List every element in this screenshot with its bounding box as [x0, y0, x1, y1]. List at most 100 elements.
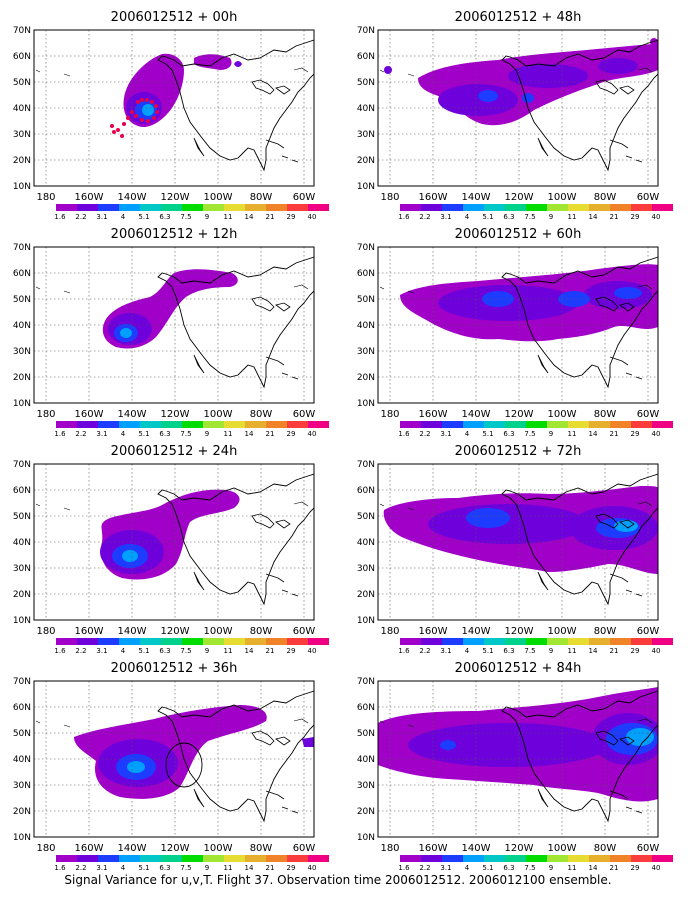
legend-swatch — [547, 638, 568, 645]
legend-level-label: 9 — [205, 430, 209, 438]
lon-tick-label: 160W — [419, 409, 448, 420]
lon-tick-label: 100W — [548, 843, 577, 854]
map-panel: 2006012512 + 12h 10N 20N 30N 40N 50N 60N 70N 180… — [13, 227, 329, 438]
legend-level-label: 9 — [205, 647, 209, 655]
legend-swatch — [245, 421, 266, 428]
legend-swatch — [652, 421, 673, 428]
lat-tick-label: 70N — [357, 677, 375, 687]
legend-level-label: 7.5 — [524, 213, 535, 221]
legend-swatch — [526, 421, 547, 428]
lon-tick-label: 100W — [548, 409, 577, 420]
legend-level-label: 14 — [245, 647, 254, 655]
legend-swatch — [610, 638, 631, 645]
legend-swatch — [224, 421, 245, 428]
legend-swatch — [140, 855, 161, 862]
legend-swatch — [77, 638, 98, 645]
legend-level-label: 1.6 — [398, 647, 410, 655]
lat-tick-label: 40N — [357, 538, 375, 548]
legend-swatch — [505, 421, 526, 428]
legend-level-label: 9 — [549, 647, 553, 655]
legend-swatch — [589, 421, 610, 428]
lat-tick-label: 10N — [13, 616, 31, 626]
map-plot-area — [378, 247, 658, 403]
lon-tick-label: 180 — [380, 192, 399, 203]
legend-swatch — [484, 638, 505, 645]
legend-level-label: 14 — [589, 213, 598, 221]
lon-tick-label: 160W — [75, 626, 104, 637]
legend-level-label: 5.1 — [138, 430, 149, 438]
legend-swatch — [442, 855, 463, 862]
legend-level-label: 21 — [610, 213, 619, 221]
lat-tick-label: 60N — [13, 52, 31, 62]
lon-tick-label: 100W — [204, 192, 233, 203]
lat-tick-label: 50N — [13, 295, 31, 305]
lat-tick-label: 40N — [13, 755, 31, 765]
lon-tick-label: 180 — [36, 843, 55, 854]
lon-tick-label: 60W — [293, 409, 316, 420]
legend-level-label: 9 — [205, 864, 209, 872]
lat-tick-label: 60N — [357, 52, 375, 62]
map-frame — [377, 29, 659, 187]
legend-level-label: 3.1 — [440, 864, 451, 872]
lat-tick-label: 60N — [13, 703, 31, 713]
lat-tick-label: 50N — [13, 78, 31, 88]
lat-tick-label: 50N — [357, 78, 375, 88]
color-legend: 1.6 2.2 3.1 4 5.1 6.3 7.5 9 11 14 21 29 40 — [54, 638, 329, 655]
legend-level-label: 6.3 — [159, 864, 170, 872]
lat-tick-label: 40N — [357, 755, 375, 765]
lat-tick-label: 20N — [357, 807, 375, 817]
lat-tick-label: 50N — [13, 729, 31, 739]
legend-swatch — [308, 855, 329, 862]
color-legend: 1.6 2.2 3.1 4 5.1 6.3 7.5 9 11 14 21 29 40 — [398, 638, 673, 655]
legend-level-label: 2.2 — [419, 864, 430, 872]
legend-level-label: 3.1 — [96, 864, 107, 872]
legend-level-label: 6.3 — [503, 647, 514, 655]
legend-level-label: 5.1 — [138, 213, 149, 221]
legend-level-label: 29 — [287, 647, 296, 655]
lat-tick-label: 40N — [13, 104, 31, 114]
lon-tick-label: 140W — [462, 192, 491, 203]
lat-tick-label: 20N — [13, 156, 31, 166]
lon-tick-label: 80W — [594, 409, 617, 420]
legend-swatch — [140, 638, 161, 645]
legend-level-label: 40 — [308, 864, 317, 872]
legend-level-label: 5.1 — [138, 864, 149, 872]
legend-level-label: 9 — [549, 213, 553, 221]
legend-level-label: 7.5 — [180, 430, 191, 438]
legend-level-label: 3.1 — [440, 213, 451, 221]
map-plot-area — [34, 30, 314, 186]
legend-swatch — [308, 204, 329, 211]
legend-level-label: 1.6 — [54, 213, 66, 221]
legend-swatch — [119, 421, 140, 428]
lon-tick-label: 140W — [118, 409, 147, 420]
legend-level-label: 11 — [224, 864, 233, 872]
legend-swatch — [161, 421, 182, 428]
legend-level-label: 21 — [266, 430, 275, 438]
lat-tick-label: 30N — [357, 781, 375, 791]
legend-level-label: 21 — [610, 647, 619, 655]
lat-lon-grid — [378, 247, 658, 403]
legend-level-label: 11 — [568, 647, 577, 655]
lon-tick-label: 120W — [505, 843, 534, 854]
map-panel: 2006012512 + 84h 10N 20N 30N 40N 50N 60N 70N 180… — [357, 661, 673, 872]
lon-tick-label: 80W — [250, 409, 273, 420]
legend-level-label: 1.6 — [54, 864, 66, 872]
lon-tick-label: 60W — [293, 192, 316, 203]
lat-lon-grid — [34, 464, 314, 620]
legend-level-label: 3.1 — [440, 430, 451, 438]
lon-tick-label: 160W — [75, 843, 104, 854]
legend-level-label: 2.2 — [419, 430, 430, 438]
legend-swatch — [266, 421, 287, 428]
lat-lon-grid — [34, 30, 314, 186]
map-plot-area — [378, 30, 658, 186]
legend-swatch — [182, 421, 203, 428]
legend-swatch — [140, 421, 161, 428]
lon-tick-label: 80W — [250, 192, 273, 203]
legend-swatch — [484, 421, 505, 428]
map-panel: 2006012512 + 60h 10N 20N 30N 40N 50N 60N 70N 180… — [357, 227, 673, 438]
legend-swatch — [245, 638, 266, 645]
legend-swatch — [631, 638, 652, 645]
legend-swatch — [610, 855, 631, 862]
lon-tick-label: 180 — [36, 192, 55, 203]
